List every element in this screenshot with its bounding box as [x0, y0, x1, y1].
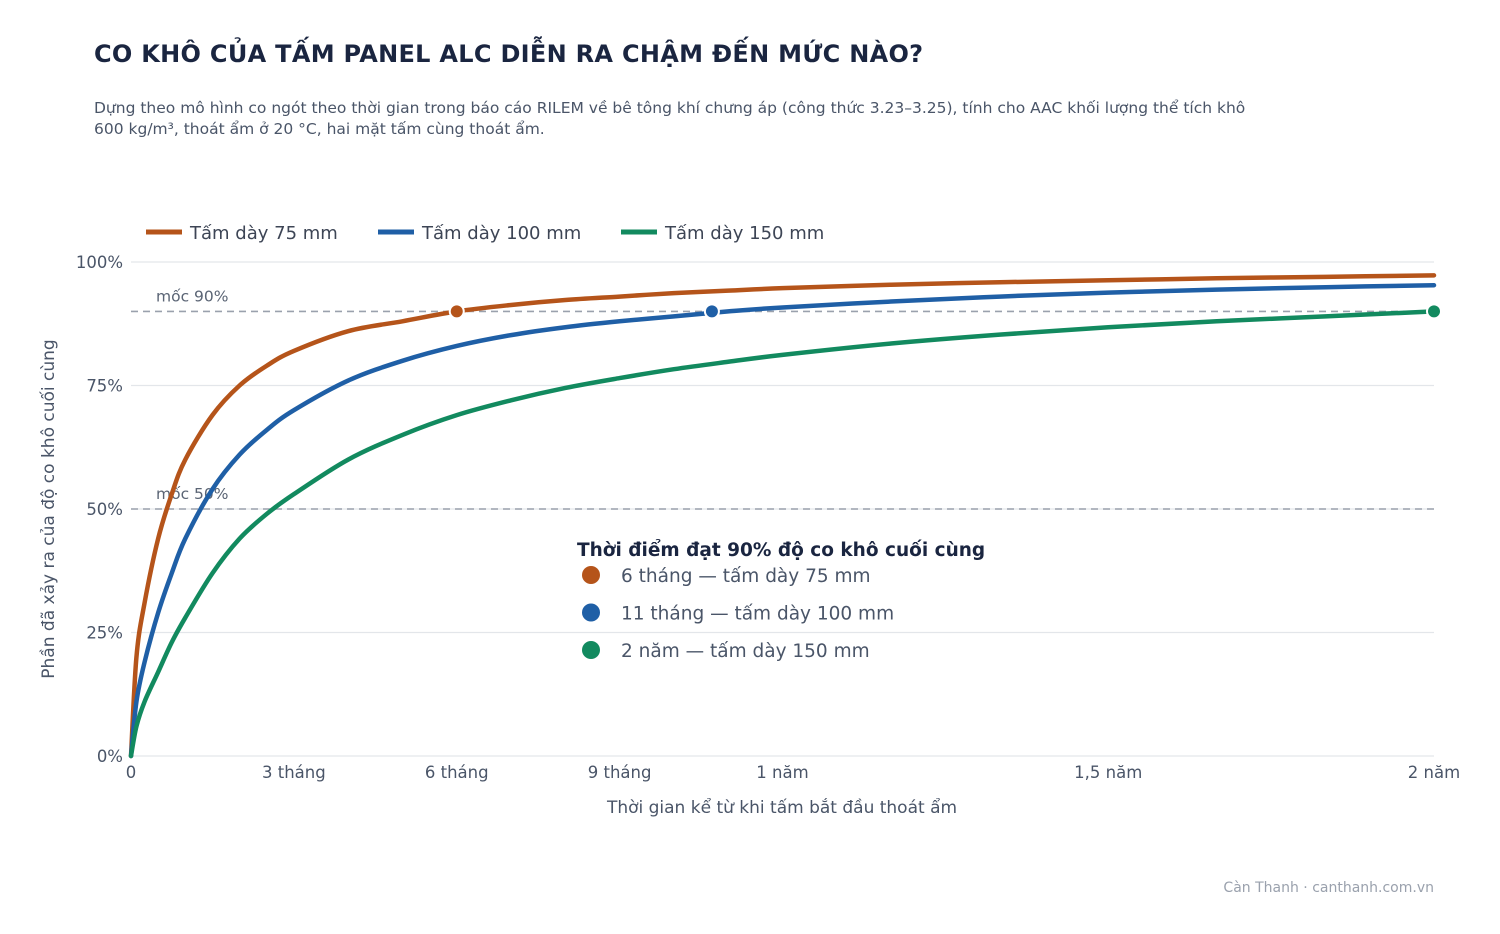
milestone-marker	[448, 303, 465, 320]
x-tick-label: 2 năm	[1408, 763, 1460, 782]
series-lines	[128, 273, 1437, 759]
milestone-markers	[448, 303, 1442, 320]
annotation-dot	[582, 641, 600, 659]
x-tick-label: 3 tháng	[262, 763, 326, 782]
credit-text: Càn Thanh · canthanh.com.vn	[1223, 880, 1434, 896]
y-tick-label: 50%	[86, 500, 123, 519]
x-tick-label: 0	[126, 763, 137, 782]
y-axis-title: Phần đã xảy ra của độ co khô cuối cùng	[38, 339, 59, 678]
chart-subtitle: Dựng theo mô hình co ngót theo thời gian…	[94, 99, 1246, 138]
milestone-marker	[703, 303, 720, 320]
x-tick-label: 1 năm	[756, 763, 808, 782]
annotation-dot	[582, 566, 600, 584]
milestone-marker	[1426, 303, 1442, 320]
series-line	[128, 282, 1437, 759]
x-tick-label: 6 tháng	[425, 763, 489, 782]
annotation-box: Thời điểm đạt 90% độ co khô cuối cùng 6 t…	[577, 539, 985, 662]
annotation-item: 2 năm — tấm dày 150 mm	[621, 641, 870, 662]
y-tick-label: 0%	[97, 747, 123, 766]
y-tick-label: 75%	[86, 377, 123, 396]
legend: Tấm dày 75 mm Tấm dày 100 mm Tấm dày 150 m…	[146, 223, 824, 244]
reference-line-label: mốc 50%	[156, 485, 228, 503]
x-tick-label: 1,5 năm	[1074, 763, 1142, 782]
axes: 0% 25% 50% 75% 100% 0 3 tháng 6 tháng 9 tháng 1 n…	[76, 253, 1460, 782]
x-tick-label: 9 tháng	[588, 763, 652, 782]
annotation-title: Thời điểm đạt 90% độ co khô cuối cùng	[577, 539, 985, 561]
y-tick-label: 100%	[76, 253, 123, 272]
legend-label: Tấm dày 75 mm	[189, 223, 338, 244]
y-tick-label: 25%	[86, 624, 123, 643]
x-axis-title: Thời gian kể từ khi tấm bắt đầu thoát ẩm	[606, 797, 957, 818]
annotation-item: 6 tháng — tấm dày 75 mm	[621, 566, 871, 587]
series-line	[128, 309, 1437, 759]
series-line	[128, 273, 1437, 759]
legend-label: Tấm dày 100 mm	[421, 223, 581, 244]
annotation-item: 11 tháng — tấm dày 100 mm	[621, 604, 894, 625]
chart-title: CO KHÔ CỦA TẤM PANEL ALC DIỄN RA CHẬM ĐẾ…	[94, 40, 924, 68]
reference-lines: mốc 90% mốc 50%	[131, 287, 1434, 510]
annotation-dot	[582, 603, 600, 622]
legend-label: Tấm dày 150 mm	[664, 223, 824, 244]
reference-line-label: mốc 90%	[156, 287, 228, 305]
